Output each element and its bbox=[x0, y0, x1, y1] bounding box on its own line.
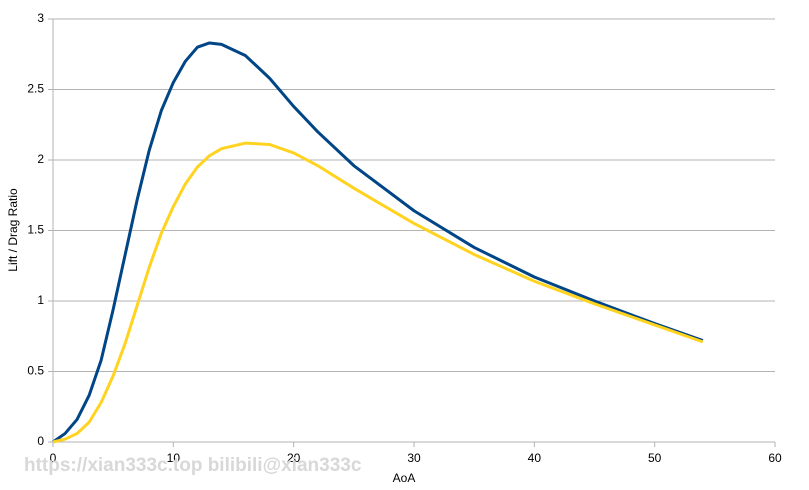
x-tick-label: 30 bbox=[407, 451, 421, 465]
y-tick-label: 0.5 bbox=[27, 364, 44, 378]
y-axis-label: Lift / Drag Ratio bbox=[6, 188, 20, 272]
y-tick-label: 2.5 bbox=[27, 82, 44, 96]
y-tick-label: 1.5 bbox=[27, 223, 44, 237]
x-tick-label: 10 bbox=[167, 451, 181, 465]
x-tick-label: 40 bbox=[528, 451, 542, 465]
x-axis-label: AoA bbox=[393, 471, 416, 485]
y-tick-label: 1 bbox=[37, 293, 44, 307]
watermark: https://xian333c.top bilibili@xian333c bbox=[24, 455, 362, 476]
y-tick-label: 0 bbox=[37, 434, 44, 448]
x-tick-label: 50 bbox=[648, 451, 662, 465]
x-tick-label: 20 bbox=[287, 451, 301, 465]
y-tick-label: 3 bbox=[37, 11, 44, 25]
line-series bbox=[52, 41, 704, 444]
line-series bbox=[52, 141, 704, 444]
x-tick-label: 60 bbox=[768, 451, 782, 465]
y-tick-label: 2 bbox=[37, 152, 44, 166]
x-tick-label: 0 bbox=[50, 451, 57, 465]
